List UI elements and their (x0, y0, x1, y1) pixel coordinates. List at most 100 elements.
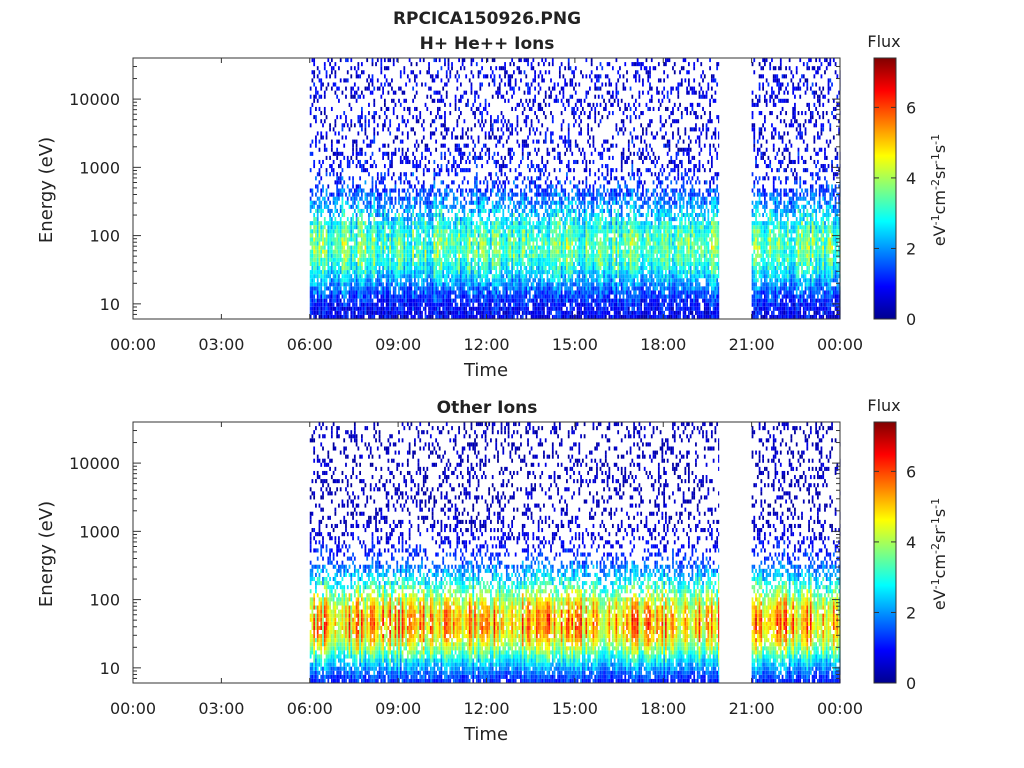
spectrogram-cell (326, 70, 328, 74)
spectrogram-cell (536, 201, 538, 205)
spectrogram-cell (444, 266, 446, 270)
spectrogram-cell (552, 270, 554, 274)
spectrogram-cell (366, 229, 368, 233)
spectrogram-cell (400, 74, 402, 78)
spectrogram-cell (386, 270, 388, 274)
spectrogram-cell (310, 168, 312, 172)
spectrogram-cell (368, 123, 370, 127)
spectrogram-cell (517, 290, 519, 294)
spectrogram-cell (312, 78, 314, 82)
spectrogram-cell (402, 140, 404, 144)
spectrogram-cell (380, 299, 382, 303)
spectrogram-cell (377, 87, 379, 91)
spectrogram-cell (354, 246, 356, 250)
spectrogram-cell (456, 197, 458, 201)
spectrogram-cell (327, 209, 329, 213)
spectrogram-cell (529, 295, 531, 299)
spectrogram-cell (494, 303, 496, 307)
spectrogram-cell (453, 290, 455, 294)
spectrogram-cell (345, 315, 347, 319)
spectrogram-cell (388, 266, 390, 270)
spectrogram-cell (327, 229, 329, 233)
spectrogram-cell (310, 303, 312, 307)
spectrogram-cell (531, 233, 533, 237)
spectrogram-cell (485, 258, 487, 262)
spectrogram-cell (520, 315, 522, 319)
spectrogram-cell (370, 91, 372, 95)
spectrogram-cell (495, 266, 497, 270)
spectrogram-cell (545, 193, 547, 197)
spectrogram-cell (497, 193, 499, 197)
spectrogram-cell (430, 262, 432, 266)
spectrogram-cell (561, 189, 563, 193)
spectrogram-cell (441, 311, 443, 315)
spectrogram-cell (310, 295, 312, 299)
spectrogram-cell (433, 160, 435, 164)
spectrogram-cell (384, 237, 386, 241)
spectrogram-cell (529, 168, 531, 172)
spectrogram-cell (310, 229, 312, 233)
spectrogram-cell (508, 148, 510, 152)
spectrogram-cell (543, 250, 545, 254)
spectrogram-cell (327, 295, 329, 299)
spectrogram-cell (469, 221, 471, 225)
spectrogram-cell (561, 303, 563, 307)
spectrogram-cell (502, 278, 504, 282)
spectrogram-cell (462, 209, 464, 213)
spectrogram-cell (563, 315, 565, 319)
spectrogram-cell (372, 225, 374, 229)
spectrogram-cell (520, 217, 522, 221)
spectrogram-cell (509, 87, 511, 91)
spectrogram-cell (334, 201, 336, 205)
spectrogram-cell (532, 311, 534, 315)
spectrogram-cell (419, 250, 421, 254)
spectrogram-cell (432, 201, 434, 205)
spectrogram-cell (497, 217, 499, 221)
spectrogram-cell (543, 213, 545, 217)
spectrogram-cell (536, 164, 538, 168)
spectrogram-cell (437, 74, 439, 78)
spectrogram-cell (379, 115, 381, 119)
spectrogram-cell (354, 270, 356, 274)
spectrogram-cell (395, 282, 397, 286)
spectrogram-cell (442, 286, 444, 290)
spectrogram-cell (494, 274, 496, 278)
spectrogram-cell (324, 62, 326, 66)
spectrogram-cell (531, 250, 533, 254)
spectrogram-cell (492, 254, 494, 258)
spectrogram-cell (400, 274, 402, 278)
spectrogram-cell (382, 233, 384, 237)
spectrogram-cell (433, 290, 435, 294)
spectrogram-cell (336, 233, 338, 237)
spectrogram-cell (501, 274, 503, 278)
spectrogram-cell (345, 282, 347, 286)
spectrogram-cell (469, 189, 471, 193)
spectrogram-cell (448, 209, 450, 213)
spectrogram-cell (359, 262, 361, 266)
spectrogram-cell (324, 311, 326, 315)
spectrogram-cell (547, 229, 549, 233)
spectrogram-cell (476, 193, 478, 197)
spectrogram-cell (456, 70, 458, 74)
spectrogram-cell (508, 278, 510, 282)
spectrogram-cell (465, 303, 467, 307)
spectrogram-cell (395, 152, 397, 156)
spectrogram-cell (350, 229, 352, 233)
spectrogram-cell (386, 201, 388, 205)
spectrogram-cell (557, 99, 559, 103)
spectrogram-cell (520, 229, 522, 233)
spectrogram-cell (350, 254, 352, 258)
spectrogram-cell (518, 303, 520, 307)
spectrogram-cell (386, 246, 388, 250)
spectrogram-cell (471, 233, 473, 237)
spectrogram-cell (456, 87, 458, 91)
spectrogram-cell (345, 95, 347, 99)
spectrogram-cell (324, 148, 326, 152)
spectrogram-cell (343, 237, 345, 241)
spectrogram-cell (552, 278, 554, 282)
spectrogram-cell (509, 270, 511, 274)
spectrogram-cell (517, 115, 519, 119)
spectrogram-cell (497, 225, 499, 229)
spectrogram-cell (319, 78, 321, 82)
spectrogram-cell (368, 246, 370, 250)
